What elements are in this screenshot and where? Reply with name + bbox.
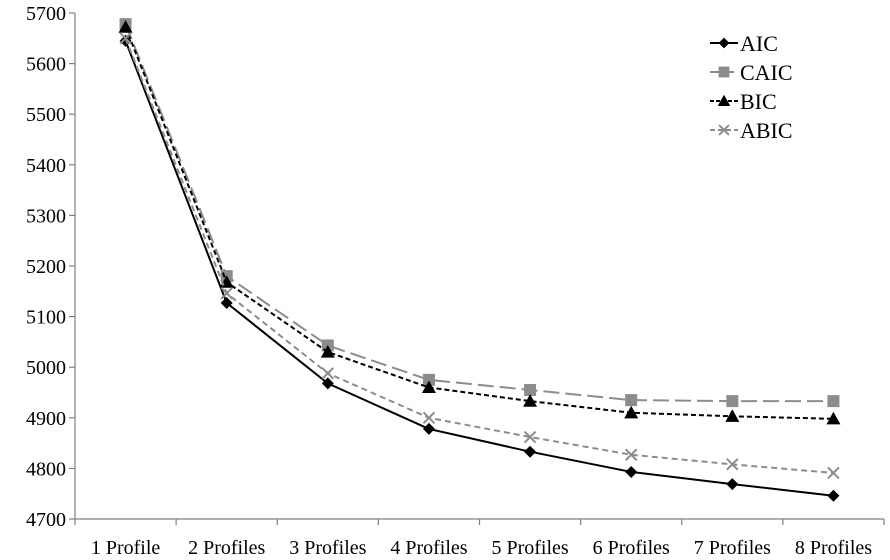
legend-label: CAIC: [740, 60, 793, 85]
data-point-x: [119, 32, 132, 45]
x-marker-stroke: [718, 124, 730, 136]
legend-label: BIC: [740, 89, 777, 114]
series-line-caic: [124, 23, 834, 403]
x-marker-stroke: [523, 430, 537, 444]
data-point-diamond: [827, 489, 840, 502]
legend-item-bic: BIC: [710, 89, 777, 114]
data-point-diamond: [524, 445, 537, 458]
data-point-triangle: [421, 380, 436, 394]
data-point-x: [220, 287, 233, 300]
data-point-diamond: [321, 377, 334, 390]
x-tick-label: 7 Profiles: [694, 537, 771, 559]
x-tick-label: 5 Profiles: [491, 537, 568, 559]
data-point-x: [523, 430, 537, 444]
y-tick-label: 5300: [26, 205, 66, 227]
legend-item-aic: AIC: [710, 31, 778, 56]
series-aic: [119, 34, 840, 502]
legend-label: ABIC: [740, 118, 793, 143]
data-point-triangle: [118, 20, 133, 33]
data-point-square: [726, 395, 739, 408]
data-point-x: [726, 458, 739, 471]
y-tick-label: 5200: [26, 256, 66, 278]
data-point-x: [422, 411, 436, 425]
x-tick-label: 6 Profiles: [593, 537, 670, 559]
data-point-square: [827, 395, 840, 408]
legend-item-abic: ABIC: [710, 118, 793, 143]
series-layer: [118, 18, 841, 502]
y-tick-label: 5700: [26, 3, 66, 25]
data-point-square: [718, 66, 730, 78]
x-tick-label: 3 Profiles: [289, 537, 366, 559]
y-tick-label: 4800: [26, 458, 66, 480]
data-point-diamond: [625, 465, 638, 478]
y-tick-label: 5600: [26, 54, 66, 76]
data-point-diamond: [422, 422, 435, 435]
x-marker-stroke: [220, 287, 233, 300]
series-line-aic: [124, 40, 834, 497]
x-marker-stroke: [827, 466, 840, 480]
legend-label: AIC: [740, 31, 778, 56]
series-caic: [119, 18, 840, 408]
series-line-abic: [124, 37, 834, 474]
data-point-square: [524, 383, 537, 396]
y-tick-label: 4900: [26, 408, 66, 430]
series-bic: [118, 20, 841, 425]
x-marker-stroke: [726, 458, 739, 471]
data-point-triangle: [320, 345, 335, 358]
data-point-triangle: [826, 411, 841, 425]
data-point-triangle: [725, 409, 740, 422]
x-marker-stroke: [624, 448, 638, 461]
series-line-bic: [124, 26, 834, 420]
data-point-square: [625, 394, 638, 407]
y-tick-label: 5100: [26, 307, 66, 329]
data-point-diamond: [726, 478, 739, 491]
data-point-x: [718, 124, 730, 136]
data-point-triangle: [717, 94, 731, 107]
x-marker-stroke: [422, 411, 436, 425]
data-point-diamond: [718, 37, 730, 49]
series-abic: [119, 32, 840, 480]
axes: 4700 4800 4900 5000 5100 5200 5300 5400 5500 5600…: [26, 3, 885, 559]
data-point-x: [321, 367, 335, 380]
data-point-triangle: [523, 394, 538, 407]
x-tick-label: 2 Profiles: [188, 537, 265, 559]
legend: AIC CAIC BIC ABIC: [710, 31, 793, 143]
x-marker-stroke: [321, 367, 335, 380]
y-tick-label: 5000: [26, 357, 66, 379]
x-tick-label: 4 Profiles: [390, 537, 467, 559]
x-marker-stroke: [119, 32, 132, 45]
legend-item-caic: CAIC: [710, 60, 793, 85]
y-tick-label: 5400: [26, 155, 66, 177]
y-tick-label: 4700: [26, 509, 66, 531]
data-point-x: [624, 448, 638, 461]
y-tick-label: 5500: [26, 104, 66, 126]
data-point-square: [422, 373, 435, 386]
data-point-triangle: [624, 405, 639, 419]
x-tick-label: 1 Profile: [91, 537, 161, 559]
data-point-x: [827, 466, 840, 480]
x-tick-label: 8 Profiles: [795, 537, 872, 559]
data-point-diamond: [220, 296, 233, 309]
